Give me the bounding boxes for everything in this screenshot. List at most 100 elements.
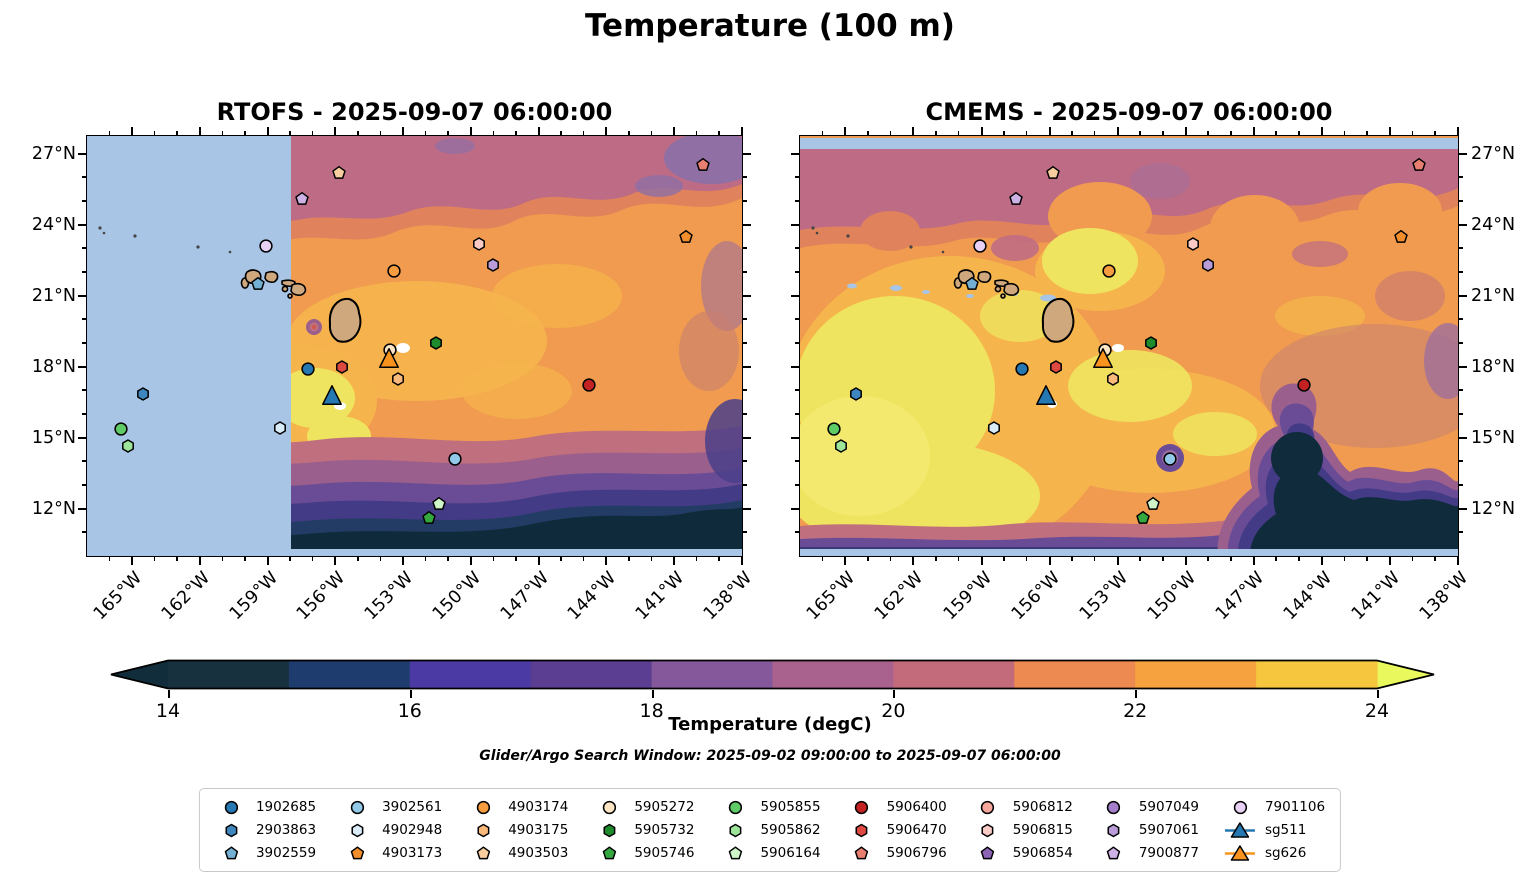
rtofs-temperature-field (87, 136, 742, 556)
axis-tick-mark (1139, 556, 1141, 561)
legend-item-label: 4903175 (508, 822, 569, 838)
legend-item-label: 1902685 (255, 799, 317, 815)
axis-tick-mark (1320, 556, 1323, 565)
axis-tick-mark (582, 131, 585, 136)
colorbar-label: Temperature (degC) (668, 714, 872, 735)
axis-tick-mark (198, 556, 201, 565)
northwest-island-specks (98, 226, 232, 254)
legend-item-4903175: 4903175 (467, 819, 568, 841)
axis-tick-mark (742, 484, 747, 486)
axis-tick-mark (844, 556, 847, 565)
legend-item-label: 5906164 (760, 845, 821, 861)
platform-marker-3902561 (1162, 451, 1177, 466)
axis-tick-mark (78, 152, 87, 155)
axis-tick-mark (1298, 131, 1300, 136)
axis-tick-mark (1458, 294, 1467, 297)
axis-tick-mark (867, 131, 869, 136)
axis-tick-mark (266, 127, 269, 136)
axis-tick-mark (221, 131, 224, 136)
axis-tick-mark (844, 127, 847, 136)
axis-tick-mark (1139, 131, 1141, 136)
axis-tick-mark (1230, 131, 1232, 136)
circle-marker-icon (593, 800, 625, 815)
platform-marker-sg626 (1092, 347, 1114, 369)
legend-item-label: 5906815 (1012, 822, 1073, 838)
axis-tick-mark (357, 131, 359, 136)
y-tick-label: 24°N (31, 214, 76, 235)
axis-tick-mark (82, 460, 87, 462)
axis-tick-mark (289, 131, 291, 136)
pentagon-marker-icon (593, 845, 625, 861)
axis-tick-mark (912, 556, 915, 565)
axis-tick-mark (266, 556, 269, 565)
axis-tick-mark (795, 200, 800, 202)
platform-marker-3902559 (964, 276, 979, 291)
axis-tick-mark (650, 131, 653, 136)
platform-marker-4903503 (332, 165, 347, 180)
axis-tick-mark (1093, 131, 1096, 136)
axis-tick-mark (742, 247, 747, 249)
legend-item-4902948: 4902948 (341, 819, 442, 841)
platform-marker-5906815 (1186, 236, 1201, 251)
axis-tick-mark (1458, 484, 1463, 486)
legend-item-label: 7901106 (1264, 799, 1326, 815)
axis-tick-mark (741, 127, 743, 136)
legend-item-label: 5906400 (886, 799, 947, 815)
axis-tick-mark (537, 127, 540, 136)
axis-tick-mark (795, 176, 800, 178)
legend-item-label: 5907061 (1138, 822, 1199, 838)
axis-tick-mark (1458, 460, 1463, 462)
axis-tick-mark (795, 484, 800, 486)
axis-tick-mark (1458, 200, 1463, 202)
colorbar-tick-label: 24 (1364, 700, 1390, 722)
legend-item-3902559: 3902559 (215, 842, 316, 864)
x-tick-label: 150°W (428, 568, 486, 625)
circle-marker-icon (1224, 800, 1256, 815)
axis-tick-mark (821, 556, 824, 561)
axis-tick-mark (889, 131, 892, 136)
axis-tick-mark (1458, 176, 1463, 178)
legend-item-sg511: sg511 (1224, 819, 1325, 841)
platform-marker-5906164 (1146, 496, 1161, 511)
y-tick-label: 27°N (1471, 143, 1516, 164)
axis-tick-mark (1458, 342, 1463, 344)
legend-item-label: 5906796 (886, 845, 947, 861)
axis-tick-mark (889, 556, 892, 561)
axis-tick-mark (108, 556, 111, 561)
axis-tick-mark (1366, 131, 1368, 136)
platform-marker-5907061 (486, 257, 501, 272)
axis-tick-mark (582, 556, 585, 561)
platform-marker-5905732 (429, 336, 444, 351)
axis-tick-mark (1071, 131, 1073, 136)
legend-item-label: 7900877 (1138, 845, 1199, 861)
x-tick-label: 144°W (564, 568, 621, 625)
pentagon-marker-icon (215, 845, 247, 861)
colorbar-tick-mark (1135, 690, 1138, 698)
axis-tick-mark (821, 131, 824, 136)
axis-tick-mark (1343, 556, 1346, 561)
hawaiian-islands (953, 269, 1075, 343)
axis-tick-mark (695, 131, 698, 136)
pentagon-marker-icon (341, 845, 373, 861)
axis-tick-mark (791, 365, 800, 368)
legend-item-5905732: 5905732 (593, 819, 694, 841)
platform-marker-4903175 (391, 372, 406, 387)
hexagon-marker-icon (972, 823, 1004, 838)
axis-tick-mark (935, 556, 937, 561)
legend-item-label: sg511 (1264, 822, 1307, 838)
axis-tick-mark (791, 294, 800, 297)
x-tick-label: 150°W (1143, 568, 1200, 625)
axis-tick-mark (1458, 365, 1467, 368)
axis-tick-mark (795, 342, 800, 344)
circle-marker-icon (1098, 800, 1130, 815)
axis-tick-mark (1458, 247, 1463, 249)
x-tick-label: 165°W (803, 568, 860, 625)
platform-marker-1902685 (1014, 362, 1029, 377)
platform-marker-5906164 (431, 496, 446, 511)
platform-marker-4903175 (1105, 372, 1120, 387)
legend-item-label: 5905746 (634, 845, 695, 861)
legend-item-label: 5906854 (1012, 845, 1073, 861)
rtofs-no-data-mask (87, 136, 291, 556)
axis-tick-mark (742, 507, 751, 510)
platform-marker-7900877 (294, 191, 309, 207)
